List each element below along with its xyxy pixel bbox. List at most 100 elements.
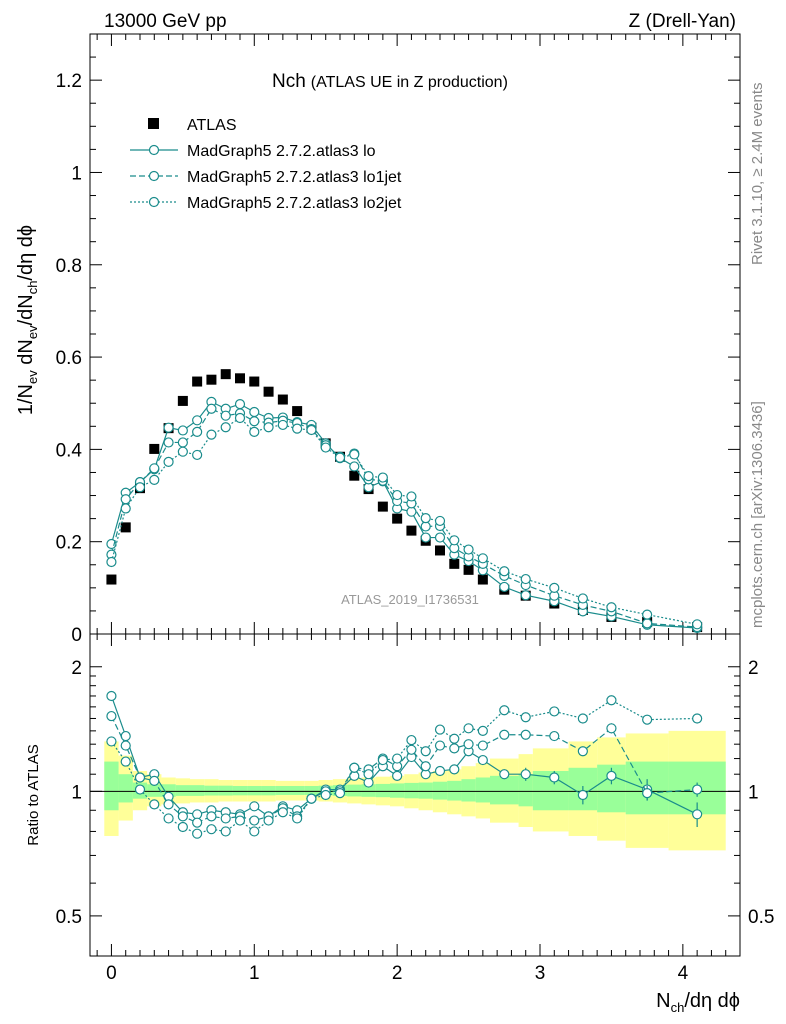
- main-series-marker-dashed: [220, 410, 231, 421]
- main-series-marker-dashed: [149, 463, 160, 474]
- ratio-y-tick-label: 1: [71, 782, 82, 803]
- ratio-series-marker-dashed: [106, 710, 117, 722]
- atlas-data-point: [349, 470, 360, 481]
- ratio-series-marker-dashed: [577, 746, 588, 757]
- ratio-series-marker-dashed: [606, 723, 617, 734]
- main-series-marker-solid: [163, 422, 174, 433]
- ratio-series-marker-dotted: [642, 714, 653, 725]
- band-green-segment: [404, 782, 419, 799]
- main-series-marker-solid: [520, 590, 531, 601]
- main-series-marker-dotted: [463, 544, 474, 555]
- main-series-marker-dotted: [249, 426, 260, 437]
- ratio-series-marker-dashed: [692, 784, 703, 795]
- atlas-data-point: [377, 501, 388, 512]
- ratio-series-marker-dotted: [377, 754, 388, 766]
- atlas-data-point: [449, 558, 460, 569]
- main-series-line-dashed: [110, 407, 698, 628]
- ratio-series-marker-solid: [606, 770, 617, 781]
- ratio-series-marker-dotted: [120, 756, 131, 767]
- band-green-segment: [204, 785, 219, 796]
- main-y-tick-label: 1: [71, 163, 82, 184]
- atlas-data-point: [249, 376, 260, 387]
- main-series-marker-solid: [249, 406, 260, 418]
- main-y-axis-label: 1/Nev dNev/dNch/dη dϕ: [15, 225, 40, 415]
- ratio-series-marker-dashed: [549, 730, 560, 742]
- main-series-marker-dotted: [192, 449, 203, 461]
- main-series-marker-solid: [106, 538, 117, 550]
- main-series-marker-dotted: [577, 593, 588, 604]
- ratio-series-marker-dashed: [463, 739, 474, 750]
- main-series-marker-solid: [434, 532, 446, 543]
- atlas-data-point: [406, 525, 417, 536]
- ratio-series-marker-dashed: [449, 743, 460, 754]
- ratio-series-marker-solid: [499, 769, 510, 780]
- ratio-series-marker-dotted: [606, 695, 617, 706]
- rivet-version-label: Rivet 3.1.10, ≥ 2.4M events: [749, 83, 766, 266]
- ratio-series-marker-solid: [120, 730, 131, 742]
- main-series-marker-dashed: [206, 403, 217, 414]
- main-series-marker-dotted: [449, 535, 460, 546]
- ratio-series-marker-solid: [363, 777, 374, 788]
- band-green-segment: [447, 780, 462, 801]
- ratio-series-marker-dotted: [234, 815, 246, 826]
- main-y-tick-label: 0.4: [56, 440, 83, 461]
- band-green-segment: [475, 777, 490, 803]
- atlas-data-point: [292, 406, 303, 417]
- main-series-marker-dotted: [349, 449, 360, 460]
- main-series-marker-solid: [234, 399, 246, 410]
- ratio-series-marker-dotted: [363, 769, 374, 780]
- main-series-marker-dotted: [220, 422, 231, 433]
- main-y-tick-label: 0: [71, 625, 82, 646]
- ratio-series-marker-solid: [477, 754, 488, 766]
- ratio-series-marker-dotted: [292, 813, 303, 824]
- band-green-segment: [190, 785, 205, 796]
- band-green-segment: [432, 781, 448, 800]
- atlas-data-point: [463, 564, 474, 575]
- main-series-marker-dotted: [606, 602, 617, 613]
- main-series-marker-solid: [177, 425, 188, 436]
- main-series-marker-dotted: [363, 471, 374, 482]
- ratio-series-marker-dotted: [192, 828, 203, 839]
- plot-title-main: Nch: [272, 71, 306, 92]
- main-series-marker-dotted: [120, 503, 131, 514]
- band-green-segment: [275, 786, 290, 795]
- ratio-series-marker-dashed: [134, 772, 146, 783]
- band-green-segment: [418, 782, 433, 799]
- ratio-series-marker-dotted: [306, 793, 317, 804]
- band-green-segment: [390, 783, 405, 798]
- band-green-segment: [361, 784, 376, 797]
- atlas-data-point: [120, 522, 131, 533]
- legend-entry-label: MadGraph5 2.7.2.atlas3 lo: [187, 143, 376, 160]
- ratio-series-marker-dotted: [463, 723, 474, 734]
- ratio-series-marker-solid: [434, 765, 446, 777]
- main-series-marker-dotted: [499, 566, 510, 577]
- main-series-marker-dashed: [163, 437, 174, 448]
- ratio-series-line-dotted: [110, 699, 698, 835]
- band-green-segment: [118, 774, 133, 803]
- plot-title: Nch (ATLAS UE in Z production): [272, 71, 508, 92]
- main-series-marker-dashed: [192, 426, 203, 437]
- legend-marker-dotted: [148, 196, 160, 208]
- ratio-series-marker-solid: [106, 690, 117, 702]
- ratio-y-tick-label: 2: [71, 658, 82, 679]
- ratio-series-marker-dashed: [177, 811, 188, 822]
- ratio-series-marker-solid: [192, 809, 203, 820]
- legend-entry-label: MadGraph5 2.7.2.atlas3 lo1jet: [187, 169, 402, 186]
- ratio-series-marker-dashed: [499, 729, 510, 740]
- ratio-y-tick-label-right: 1: [748, 782, 759, 803]
- main-series-marker-dotted: [406, 491, 417, 502]
- ratio-y-axis-label: Ratio to ATLAS: [25, 744, 42, 845]
- main-series-marker-dotted: [320, 442, 331, 453]
- ratio-series-marker-solid: [449, 764, 460, 775]
- ratio-series-marker-dashed: [520, 729, 531, 740]
- atlas-data-point: [206, 374, 217, 385]
- atlas-data-point: [106, 574, 117, 585]
- chart-marks: [106, 369, 703, 839]
- ratio-series-marker-dashed: [163, 799, 174, 810]
- ratio-series-marker-dotted: [520, 712, 531, 723]
- ratio-series-marker-dotted: [134, 784, 146, 795]
- axis-ticks: 0 0.2 0.4 0.6 0.8 1 1.2 0.5 0.5 1 1 2 2 0 1 2 3 4: [56, 34, 774, 984]
- ratio-series-marker-dashed: [206, 811, 217, 822]
- legend-entry-label: MadGraph5 2.7.2.atlas3 lo2jet: [187, 195, 402, 212]
